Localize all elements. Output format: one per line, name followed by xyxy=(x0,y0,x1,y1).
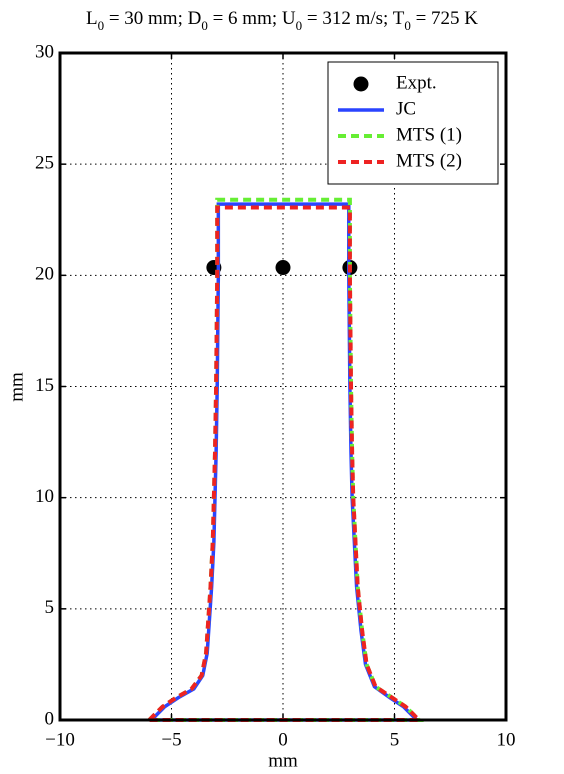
title-subscript: 0 xyxy=(201,18,208,33)
title-subscript: 0 xyxy=(296,18,303,33)
y-tick-label: 15 xyxy=(35,375,54,396)
x-tick-label: −5 xyxy=(161,729,181,750)
legend-label: MTS (2) xyxy=(396,150,462,171)
data-point xyxy=(275,260,291,276)
title-text: = 6 mm; U xyxy=(208,8,296,29)
data-line xyxy=(147,205,424,722)
data-line xyxy=(147,197,424,722)
x-tick-label: 10 xyxy=(497,729,516,750)
title-text: = 312 m/s; T xyxy=(302,8,405,29)
x-tick-label: 5 xyxy=(390,729,400,750)
x-axis-label: mm xyxy=(268,750,298,771)
y-tick-label: 5 xyxy=(45,597,55,618)
y-tick-label: 20 xyxy=(35,264,54,285)
title-text: = 30 mm; D xyxy=(104,8,201,29)
x-tick-label: 0 xyxy=(278,729,288,750)
y-axis-label: mm xyxy=(6,372,27,402)
data-line xyxy=(150,202,422,722)
x-tick-label: −10 xyxy=(45,729,75,750)
legend-label: Expt. xyxy=(396,72,437,93)
y-tick-label: 25 xyxy=(35,153,54,174)
title-subscript: 0 xyxy=(98,18,105,33)
plot-frame xyxy=(58,51,508,722)
legend-label: MTS (1) xyxy=(396,124,462,145)
title-text: L xyxy=(86,8,98,29)
legend-marker xyxy=(353,76,369,92)
title-text: = 725 K xyxy=(411,8,478,29)
title-subscript: 0 xyxy=(404,18,411,33)
legend-label: JC xyxy=(396,98,416,119)
y-tick-label: 0 xyxy=(45,708,55,729)
y-tick-label: 10 xyxy=(35,486,54,507)
y-tick-label: 30 xyxy=(35,41,54,62)
chart-title: L0 = 30 mm; D0 = 6 mm; U0 = 312 m/s; T0 … xyxy=(86,8,478,33)
